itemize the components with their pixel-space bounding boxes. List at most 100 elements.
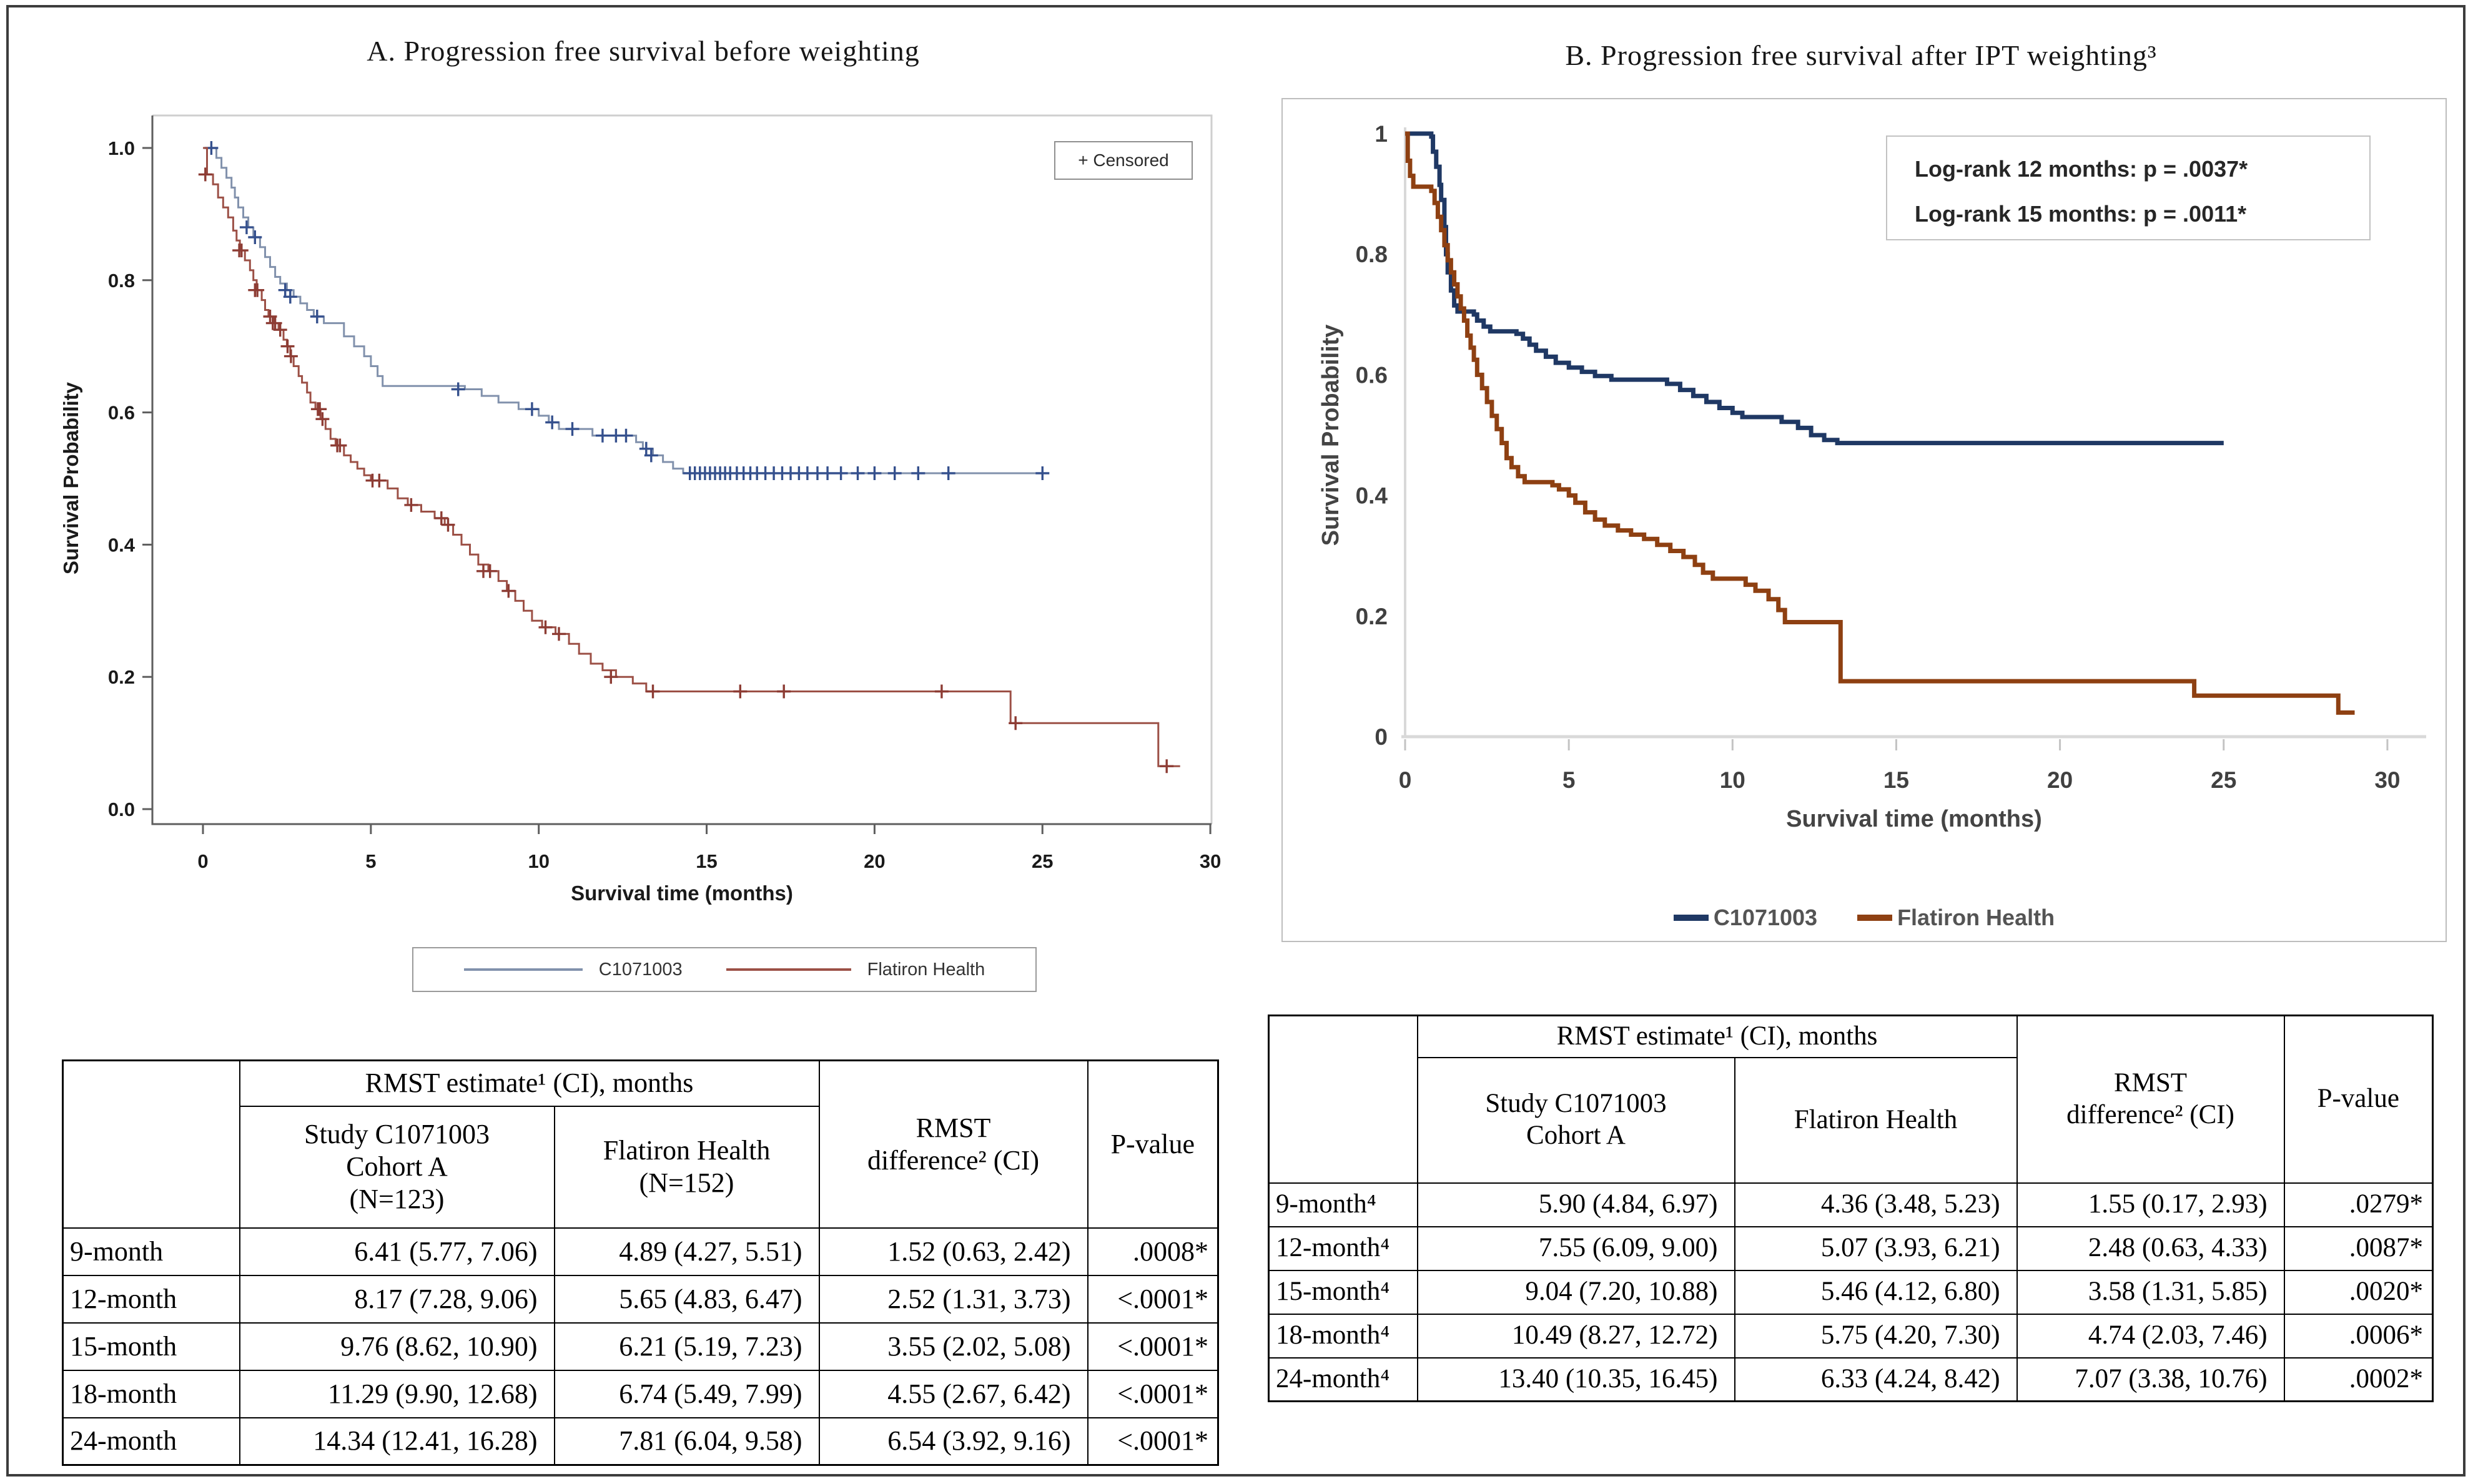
x-tick-label-b: 5 (1562, 767, 1576, 793)
y-tick-label-b: 0.4 (1356, 483, 1388, 509)
rmst-table: RMST estimate¹ (CI), months RMST differen… (1268, 1015, 2434, 1402)
row-label-cell: 9-month (62, 1227, 240, 1276)
y-tick-label-a: 0.6 (108, 402, 135, 424)
value-cell: .0279* (2283, 1182, 2434, 1227)
value-cell: 10.49 (8.27, 12.72) (1416, 1313, 1735, 1359)
value-cell: 2.52 (1.31, 3.73) (818, 1274, 1088, 1324)
value-cell: 9.04 (7.20, 10.88) (1416, 1269, 1735, 1315)
legend-label-flatiron: Flatiron Health (867, 959, 985, 980)
table-row: 12-month⁴ 7.55 (6.09, 9.00) 5.07 (3.93, 6.… (1268, 1226, 2434, 1271)
x-tick-label-b: 20 (2047, 767, 2073, 793)
col-header-study: Study C1071003 Cohort A (1416, 1056, 1735, 1184)
y-tick-label-a: 0.4 (108, 534, 136, 556)
rmst-table-before-weighting: RMST estimate¹ (CI), months RMST differen… (62, 1059, 1220, 1466)
x-axis-title-a: Survival time (months) (571, 882, 793, 905)
value-cell: 14.34 (12.41, 16.28) (239, 1417, 555, 1466)
legend-label-flatiron-b: Flatiron Health (1897, 905, 2055, 930)
km-curve-b-c1071003 (1405, 131, 2224, 446)
value-cell: 3.55 (2.02, 5.08) (818, 1322, 1088, 1371)
y-tick-label-a: 1.0 (108, 137, 135, 159)
logrank-12-months: Log-rank 12 months: p = .0037* (1915, 156, 2248, 182)
table-row: 24-month 14.34 (12.41, 16.28) 7.81 (6.04, … (62, 1417, 1219, 1466)
censor-marks-flatiron-health (198, 167, 1174, 774)
legend-panel-a: C1071003 Flatiron Health (412, 947, 1037, 992)
x-tick-label-a: 20 (864, 850, 885, 872)
legend-line-flatiron-b (1857, 915, 1893, 921)
value-cell: 7.55 (6.09, 9.00) (1416, 1226, 1735, 1271)
value-cell: <.0001* (1087, 1369, 1219, 1418)
value-cell: 6.41 (5.77, 7.06) (239, 1227, 555, 1276)
value-cell: 1.55 (0.17, 2.93) (2016, 1182, 2285, 1227)
panel-b-title: B. Progression free survival after IPT w… (1565, 39, 2157, 71)
col-header-study: Study C1071003 Cohort A (N=123) (239, 1105, 555, 1229)
km-curve-flatiron-health (203, 147, 1180, 767)
logrank-annotation-box: Log-rank 12 months: p = .0037* Log-rank … (1886, 135, 2371, 240)
value-cell: 11.29 (9.90, 12.68) (239, 1369, 555, 1418)
col-header-flatiron: Flatiron Health (1734, 1056, 2018, 1184)
value-cell: 4.89 (4.27, 5.51) (553, 1227, 820, 1276)
value-cell: 8.17 (7.28, 9.06) (239, 1274, 555, 1324)
logrank-15-months: Log-rank 15 months: p = .0011* (1915, 201, 2247, 227)
x-tick-label-a: 15 (696, 850, 717, 872)
value-cell: 4.36 (3.48, 5.23) (1734, 1182, 2018, 1227)
value-cell: 1.52 (0.63, 2.42) (818, 1227, 1088, 1276)
table-row: 24-month⁴ 13.40 (10.35, 16.45) 6.33 (4.24,… (1268, 1357, 2434, 1402)
y-tick-label-a: 0.0 (108, 799, 135, 820)
value-cell: 6.54 (3.92, 9.16) (818, 1417, 1088, 1466)
y-tick-label-b: 0.8 (1356, 242, 1388, 267)
x-tick-label-b: 25 (2211, 767, 2236, 793)
km-curve-b-flatiron-health (1405, 131, 2355, 715)
y-tick-label-b: 0 (1375, 724, 1388, 750)
y-tick-label-a: 0.8 (108, 270, 135, 292)
col-header-flatiron: Flatiron Health (N=152) (553, 1105, 820, 1229)
x-tick-label-b: 15 (1883, 767, 1909, 793)
value-cell: .0087* (2283, 1226, 2434, 1271)
y-tick-label-b: 0.2 (1356, 604, 1388, 629)
row-label-cell: 24-month (62, 1417, 240, 1466)
plot-frame-a (152, 114, 1213, 824)
row-label-cell: 15-month⁴ (1268, 1269, 1418, 1315)
col-header-pvalue: P-value (1087, 1059, 1219, 1229)
y-tick-label-b: 1 (1375, 121, 1388, 147)
row-label-cell: 24-month⁴ (1268, 1357, 1418, 1402)
value-cell: .0008* (1087, 1227, 1219, 1276)
censored-label: + Censored (1078, 150, 1169, 170)
value-cell: <.0001* (1087, 1417, 1219, 1466)
value-cell: 9.76 (8.62, 10.90) (239, 1322, 555, 1371)
col-header-rmst-difference: RMST difference² (CI) (818, 1059, 1088, 1229)
x-axis-title-b: Survival time (months) (1786, 806, 2042, 832)
value-cell: 4.55 (2.67, 6.42) (818, 1369, 1088, 1418)
censored-legend: + Censored (1054, 141, 1193, 180)
y-axis-title-a: Survival Probability (59, 381, 82, 575)
value-cell: <.0001* (1087, 1274, 1219, 1324)
value-cell: .0002* (2283, 1357, 2434, 1402)
legend-line-flatiron (726, 968, 851, 971)
legend-label-c1071003-b: C1071003 (1713, 905, 1818, 930)
x-tick-label-a: 5 (365, 850, 376, 872)
legend-line-c1071003 (463, 968, 583, 971)
value-cell: 6.74 (5.49, 7.99) (553, 1369, 820, 1418)
col-group-header-rmst-estimate: RMST estimate¹ (CI), months (1416, 1015, 2018, 1058)
value-cell: .0020* (2283, 1269, 2434, 1315)
value-cell: 6.21 (5.19, 7.23) (553, 1322, 820, 1371)
legend-line-c1071003-b (1673, 915, 1709, 921)
x-tick-label-a: 25 (1032, 850, 1053, 872)
table-row: 9-month 6.41 (5.77, 7.06) 4.89 (4.27, 5.51… (62, 1227, 1219, 1276)
x-tick-label-b: 30 (2374, 767, 2400, 793)
censor-marks-c1071003 (204, 141, 1050, 480)
value-cell: 4.74 (2.03, 7.46) (2016, 1313, 2285, 1359)
value-cell: <.0001* (1087, 1322, 1219, 1371)
table-row: 18-month 11.29 (9.90, 12.68) 6.74 (5.49, 7… (62, 1369, 1219, 1418)
legend-panel-b: C1071003 Flatiron Health (1286, 900, 2442, 935)
x-tick-label-b: 10 (1720, 767, 1745, 793)
row-label-cell: 18-month⁴ (1268, 1313, 1418, 1359)
y-tick-label-b: 0.6 (1356, 362, 1388, 388)
table-row: 12-month 8.17 (7.28, 9.06) 5.65 (4.83, 6.4… (62, 1274, 1219, 1324)
row-label-cell: 12-month⁴ (1268, 1226, 1418, 1271)
col-group-header-rmst-estimate: RMST estimate¹ (CI), months (239, 1059, 820, 1107)
rmst-table: RMST estimate¹ (CI), months RMST differen… (62, 1059, 1220, 1466)
table-row: 15-month 9.76 (8.62, 10.90) 6.21 (5.19, 7.… (62, 1322, 1219, 1371)
panel-a-title: A. Progression free survival before weig… (367, 35, 920, 67)
